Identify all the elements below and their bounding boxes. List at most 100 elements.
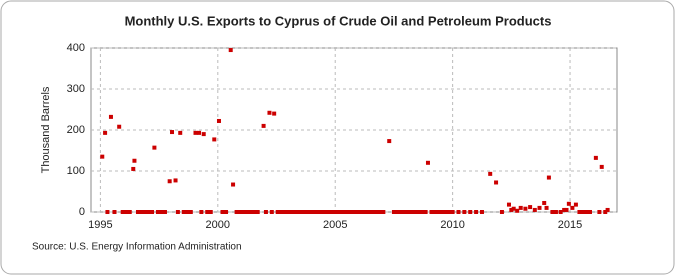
data-point (296, 210, 301, 214)
data-point (423, 210, 428, 214)
data-point (307, 210, 312, 214)
x-tick-label: 1995 (88, 219, 112, 231)
data-point (342, 210, 347, 214)
data-point (550, 210, 555, 214)
x-tick-label: 2005 (323, 219, 347, 231)
data-point (387, 139, 392, 144)
data-point (353, 210, 358, 214)
x-tick-label: 2010 (440, 219, 464, 231)
data-point (570, 205, 575, 210)
data-point (124, 210, 129, 214)
data-point (131, 166, 136, 171)
data-point (286, 210, 291, 214)
data-point (139, 210, 144, 214)
data-point (356, 210, 361, 214)
data-point (597, 210, 602, 214)
data-point (100, 154, 105, 159)
data-point (558, 210, 563, 214)
data-point (339, 210, 344, 214)
data-point (553, 210, 558, 214)
y-tick-label: 200 (67, 124, 85, 136)
data-point (573, 202, 578, 207)
y-tick-label: 100 (67, 165, 85, 177)
data-point (523, 206, 528, 211)
data-point (197, 130, 202, 135)
data-point (374, 210, 379, 214)
data-point (363, 210, 368, 214)
x-tick-label: 2015 (558, 219, 582, 231)
data-point (185, 210, 190, 214)
data-point (413, 210, 418, 214)
data-point (328, 210, 333, 214)
data-point (537, 205, 542, 210)
data-point (406, 210, 411, 214)
data-point (170, 130, 175, 135)
data-point (103, 130, 108, 135)
data-point (494, 180, 499, 185)
data-point (117, 124, 122, 129)
data-point (252, 210, 257, 214)
data-point (238, 210, 243, 214)
data-point (255, 210, 260, 214)
data-point (584, 210, 589, 214)
data-point (587, 210, 592, 214)
data-point (509, 207, 514, 212)
data-point (112, 210, 117, 214)
data-point (542, 200, 547, 205)
data-point (603, 210, 608, 214)
data-point (314, 210, 319, 214)
data-point (178, 130, 183, 135)
data-point (395, 210, 400, 214)
data-point (532, 207, 537, 212)
data-point (447, 210, 452, 214)
y-tick-label: 300 (67, 83, 85, 95)
data-point (248, 210, 253, 214)
data-point (105, 210, 110, 214)
data-point (279, 210, 284, 214)
data-point (511, 206, 516, 211)
data-point (515, 208, 520, 213)
data-point (462, 210, 467, 214)
data-point (228, 48, 233, 53)
data-point (425, 160, 430, 165)
data-point (381, 210, 386, 214)
data-point (564, 207, 569, 212)
data-point (528, 205, 533, 210)
data-point (518, 205, 523, 210)
source-note: Source: U.S. Energy Information Administ… (32, 242, 242, 253)
data-point (188, 210, 193, 214)
data-point (135, 210, 140, 214)
data-point (544, 205, 549, 210)
data-point (593, 155, 598, 160)
data-point (324, 210, 329, 214)
data-point (310, 210, 315, 214)
data-point (150, 210, 155, 214)
data-point (261, 123, 266, 128)
data-point (456, 210, 461, 214)
data-point (468, 210, 473, 214)
data-point (317, 210, 322, 214)
data-point (440, 210, 445, 214)
data-point (577, 210, 582, 214)
data-point (360, 210, 365, 214)
data-point (420, 210, 425, 214)
data-point (506, 202, 511, 207)
data-point (282, 210, 287, 214)
data-point (346, 210, 351, 214)
data-point (159, 210, 164, 214)
data-point (224, 210, 229, 214)
data-point (402, 210, 407, 214)
data-point (208, 210, 213, 214)
data-point (300, 210, 305, 214)
data-point (245, 210, 250, 214)
data-point (146, 210, 151, 214)
data-point (263, 210, 268, 214)
data-point (335, 210, 340, 214)
data-point (321, 210, 326, 214)
data-point (212, 137, 217, 142)
data-point (241, 210, 246, 214)
data-point (370, 210, 375, 214)
data-point (175, 210, 180, 214)
data-point (272, 111, 277, 116)
data-point (155, 210, 160, 214)
